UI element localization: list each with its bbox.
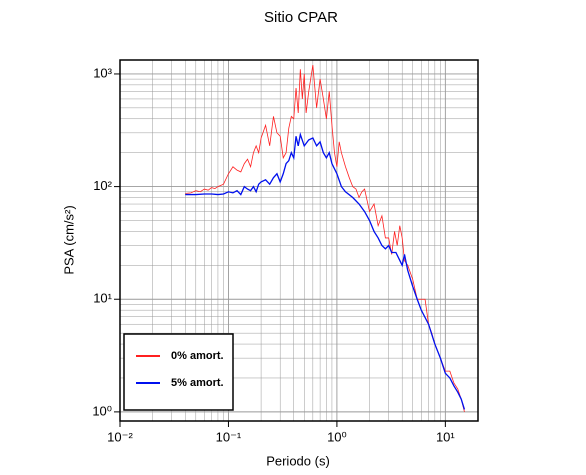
series-line	[185, 131, 466, 410]
legend-label: 5% amort.	[171, 377, 224, 389]
y-tick-label: 10⁰	[92, 403, 112, 418]
x-tick-label: 10⁻²	[107, 429, 133, 444]
y-tick-label: 10²	[93, 178, 112, 193]
x-axis-label: Periodo (s)	[266, 453, 330, 468]
y-tick-label: 10¹	[93, 291, 112, 306]
plot-frame	[119, 59, 479, 422]
x-tick-label: 10¹	[436, 429, 455, 444]
y-axis-label: PSA (cm/s²)	[61, 205, 76, 274]
series-line	[185, 64, 465, 412]
y-tick-label: 10³	[93, 65, 112, 80]
legend-label: 0% amort.	[171, 350, 224, 362]
legend-box	[123, 333, 234, 411]
x-tick-label: 10⁻¹	[216, 429, 242, 444]
x-tick-label: 10⁰	[327, 429, 347, 444]
chart-title: Sitio CPAR	[264, 9, 338, 26]
